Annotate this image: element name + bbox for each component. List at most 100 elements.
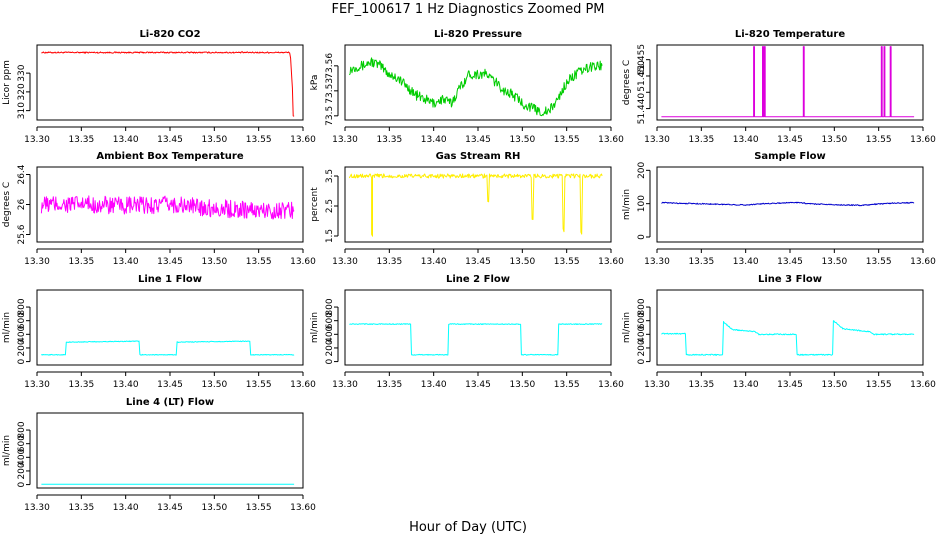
y-axis-label: ml/min	[622, 189, 632, 220]
x-tick-label: 13.45	[157, 257, 183, 267]
x-tick-label: 13.30	[332, 135, 358, 145]
x-tick-label: 13.40	[733, 257, 759, 267]
y-tick-label: 26.4	[17, 164, 27, 184]
y-axis-label: Licor ppm	[2, 60, 12, 105]
y-tick-label: 600	[17, 312, 27, 329]
y-tick-label: 73.53	[325, 78, 335, 104]
y-tick-label: 200	[637, 161, 647, 178]
x-tick-label: 13.50	[821, 257, 847, 267]
x-tick-label: 13.60	[910, 380, 936, 390]
y-tick-label: 0	[637, 234, 647, 240]
panel-li-820-pressure: Li-820 Pressure 13.30 13.35 13.40 13.45 13.50…	[310, 29, 624, 145]
y-tick-label: 0	[17, 481, 27, 487]
x-tick-label: 13.35	[376, 257, 402, 267]
series-line-li-820-temperature	[661, 46, 915, 118]
x-tick-label: 13.55	[246, 503, 272, 513]
x-tick-label: 13.55	[554, 257, 580, 267]
plot-frame	[36, 289, 304, 366]
x-tick-label: 13.55	[866, 380, 892, 390]
y-tick-label: 400	[637, 325, 647, 342]
y-axis-label: ml/min	[622, 312, 632, 343]
panel-line-2-flow: Line 2 Flow 13.30 13.35 13.40 13.45 13.50 13.5…	[310, 274, 624, 390]
plot-frame	[344, 289, 612, 366]
series-line-ambient-box-temperature	[40, 195, 295, 220]
y-axis-label: ml/min	[2, 435, 12, 466]
series-line-sample-flow	[661, 201, 915, 207]
panel-line-3-flow: Line 3 Flow 13.30 13.35 13.40 13.45 13.50 13.5…	[622, 274, 936, 390]
x-tick-label: 13.30	[24, 257, 50, 267]
x-tick-label: 13.60	[598, 257, 624, 267]
y-tick-label: 1.5	[325, 229, 335, 243]
panel-title: Line 4 (LT) Flow	[126, 397, 214, 408]
x-tick-label: 13.35	[688, 380, 714, 390]
x-tick-label: 13.55	[246, 257, 272, 267]
y-tick-label: 320	[17, 83, 27, 100]
x-tick-label: 13.60	[290, 503, 316, 513]
y-tick-label: 0	[17, 358, 27, 364]
x-tick-label: 13.40	[421, 135, 447, 145]
x-tick-label: 13.30	[24, 135, 50, 145]
y-tick-label: 600	[637, 312, 647, 329]
x-tick-label: 13.60	[598, 380, 624, 390]
x-tick-label: 13.60	[910, 135, 936, 145]
x-tick-label: 13.50	[509, 135, 535, 145]
x-tick-label: 13.40	[113, 503, 139, 513]
series-line-line-1-flow	[41, 340, 295, 356]
figure-xlabel: Hour of Day (UTC)	[409, 520, 527, 535]
y-axis-label: kPa	[310, 75, 320, 91]
panel-li-820-co2: Li-820 CO2 13.30 13.35 13.40 13.45 13.50 13.55…	[2, 29, 316, 145]
y-tick-label: 200	[17, 339, 27, 356]
x-tick-label: 13.60	[290, 380, 316, 390]
series-line-line-3-flow	[661, 320, 915, 356]
x-tick-label: 13.45	[157, 135, 183, 145]
y-tick-label: 0	[637, 358, 647, 364]
x-tick-label: 13.50	[821, 380, 847, 390]
x-tick-label: 13.50	[201, 257, 227, 267]
y-tick-label: 100	[637, 195, 647, 212]
y-tick-label: 200	[637, 339, 647, 356]
y-tick-label: 310	[17, 102, 27, 119]
y-tick-label: 73.56	[325, 53, 335, 79]
x-tick-label: 13.50	[201, 503, 227, 513]
panel-title: Li-820 Pressure	[434, 29, 522, 40]
y-tick-label: 800	[17, 298, 27, 315]
plot-frame	[656, 289, 924, 366]
panel-title: Line 2 Flow	[446, 274, 510, 285]
plot-frame	[656, 44, 924, 121]
panel-li-820-temperature: Li-820 Temperature 13.30 13.35 13.40 13.45 13…	[622, 29, 936, 145]
x-tick-label: 13.50	[821, 135, 847, 145]
panel-title: Li-820 Temperature	[735, 29, 845, 40]
x-tick-label: 13.35	[68, 503, 94, 513]
x-tick-label: 13.35	[68, 135, 94, 145]
x-tick-label: 13.50	[201, 135, 227, 145]
y-tick-label: 400	[17, 325, 27, 342]
y-tick-label: 26	[17, 199, 27, 211]
y-tick-label: 400	[17, 448, 27, 465]
x-tick-label: 13.35	[68, 257, 94, 267]
series-line-line-2-flow	[349, 323, 603, 356]
x-tick-label: 13.50	[509, 257, 535, 267]
panel-ambient-box-temperature: Ambient Box Temperature 13.30 13.35 13.40 13…	[2, 151, 316, 267]
x-tick-label: 13.45	[157, 503, 183, 513]
panel-title: Line 1 Flow	[138, 274, 202, 285]
x-tick-label: 13.45	[777, 257, 803, 267]
plot-frame	[36, 44, 304, 121]
y-tick-label: 800	[637, 298, 647, 315]
x-tick-label: 13.40	[113, 380, 139, 390]
x-tick-label: 13.55	[866, 135, 892, 145]
plot-frame	[36, 412, 304, 489]
x-tick-label: 13.55	[246, 380, 272, 390]
x-tick-label: 13.55	[246, 135, 272, 145]
y-tick-label: 800	[17, 421, 27, 438]
x-tick-label: 13.40	[733, 135, 759, 145]
x-tick-label: 13.45	[465, 257, 491, 267]
y-axis-label: degrees C	[622, 60, 632, 105]
y-tick-label: 200	[325, 339, 335, 356]
y-axis-label: degrees C	[2, 182, 12, 227]
x-tick-label: 13.30	[644, 380, 670, 390]
figure-title: FEF_100617 1 Hz Diagnostics Zoomed PM	[331, 2, 604, 17]
y-tick-label: 0	[325, 358, 335, 364]
y-tick-label: 51.455	[637, 44, 647, 76]
x-tick-label: 13.30	[644, 257, 670, 267]
x-tick-label: 13.55	[554, 380, 580, 390]
